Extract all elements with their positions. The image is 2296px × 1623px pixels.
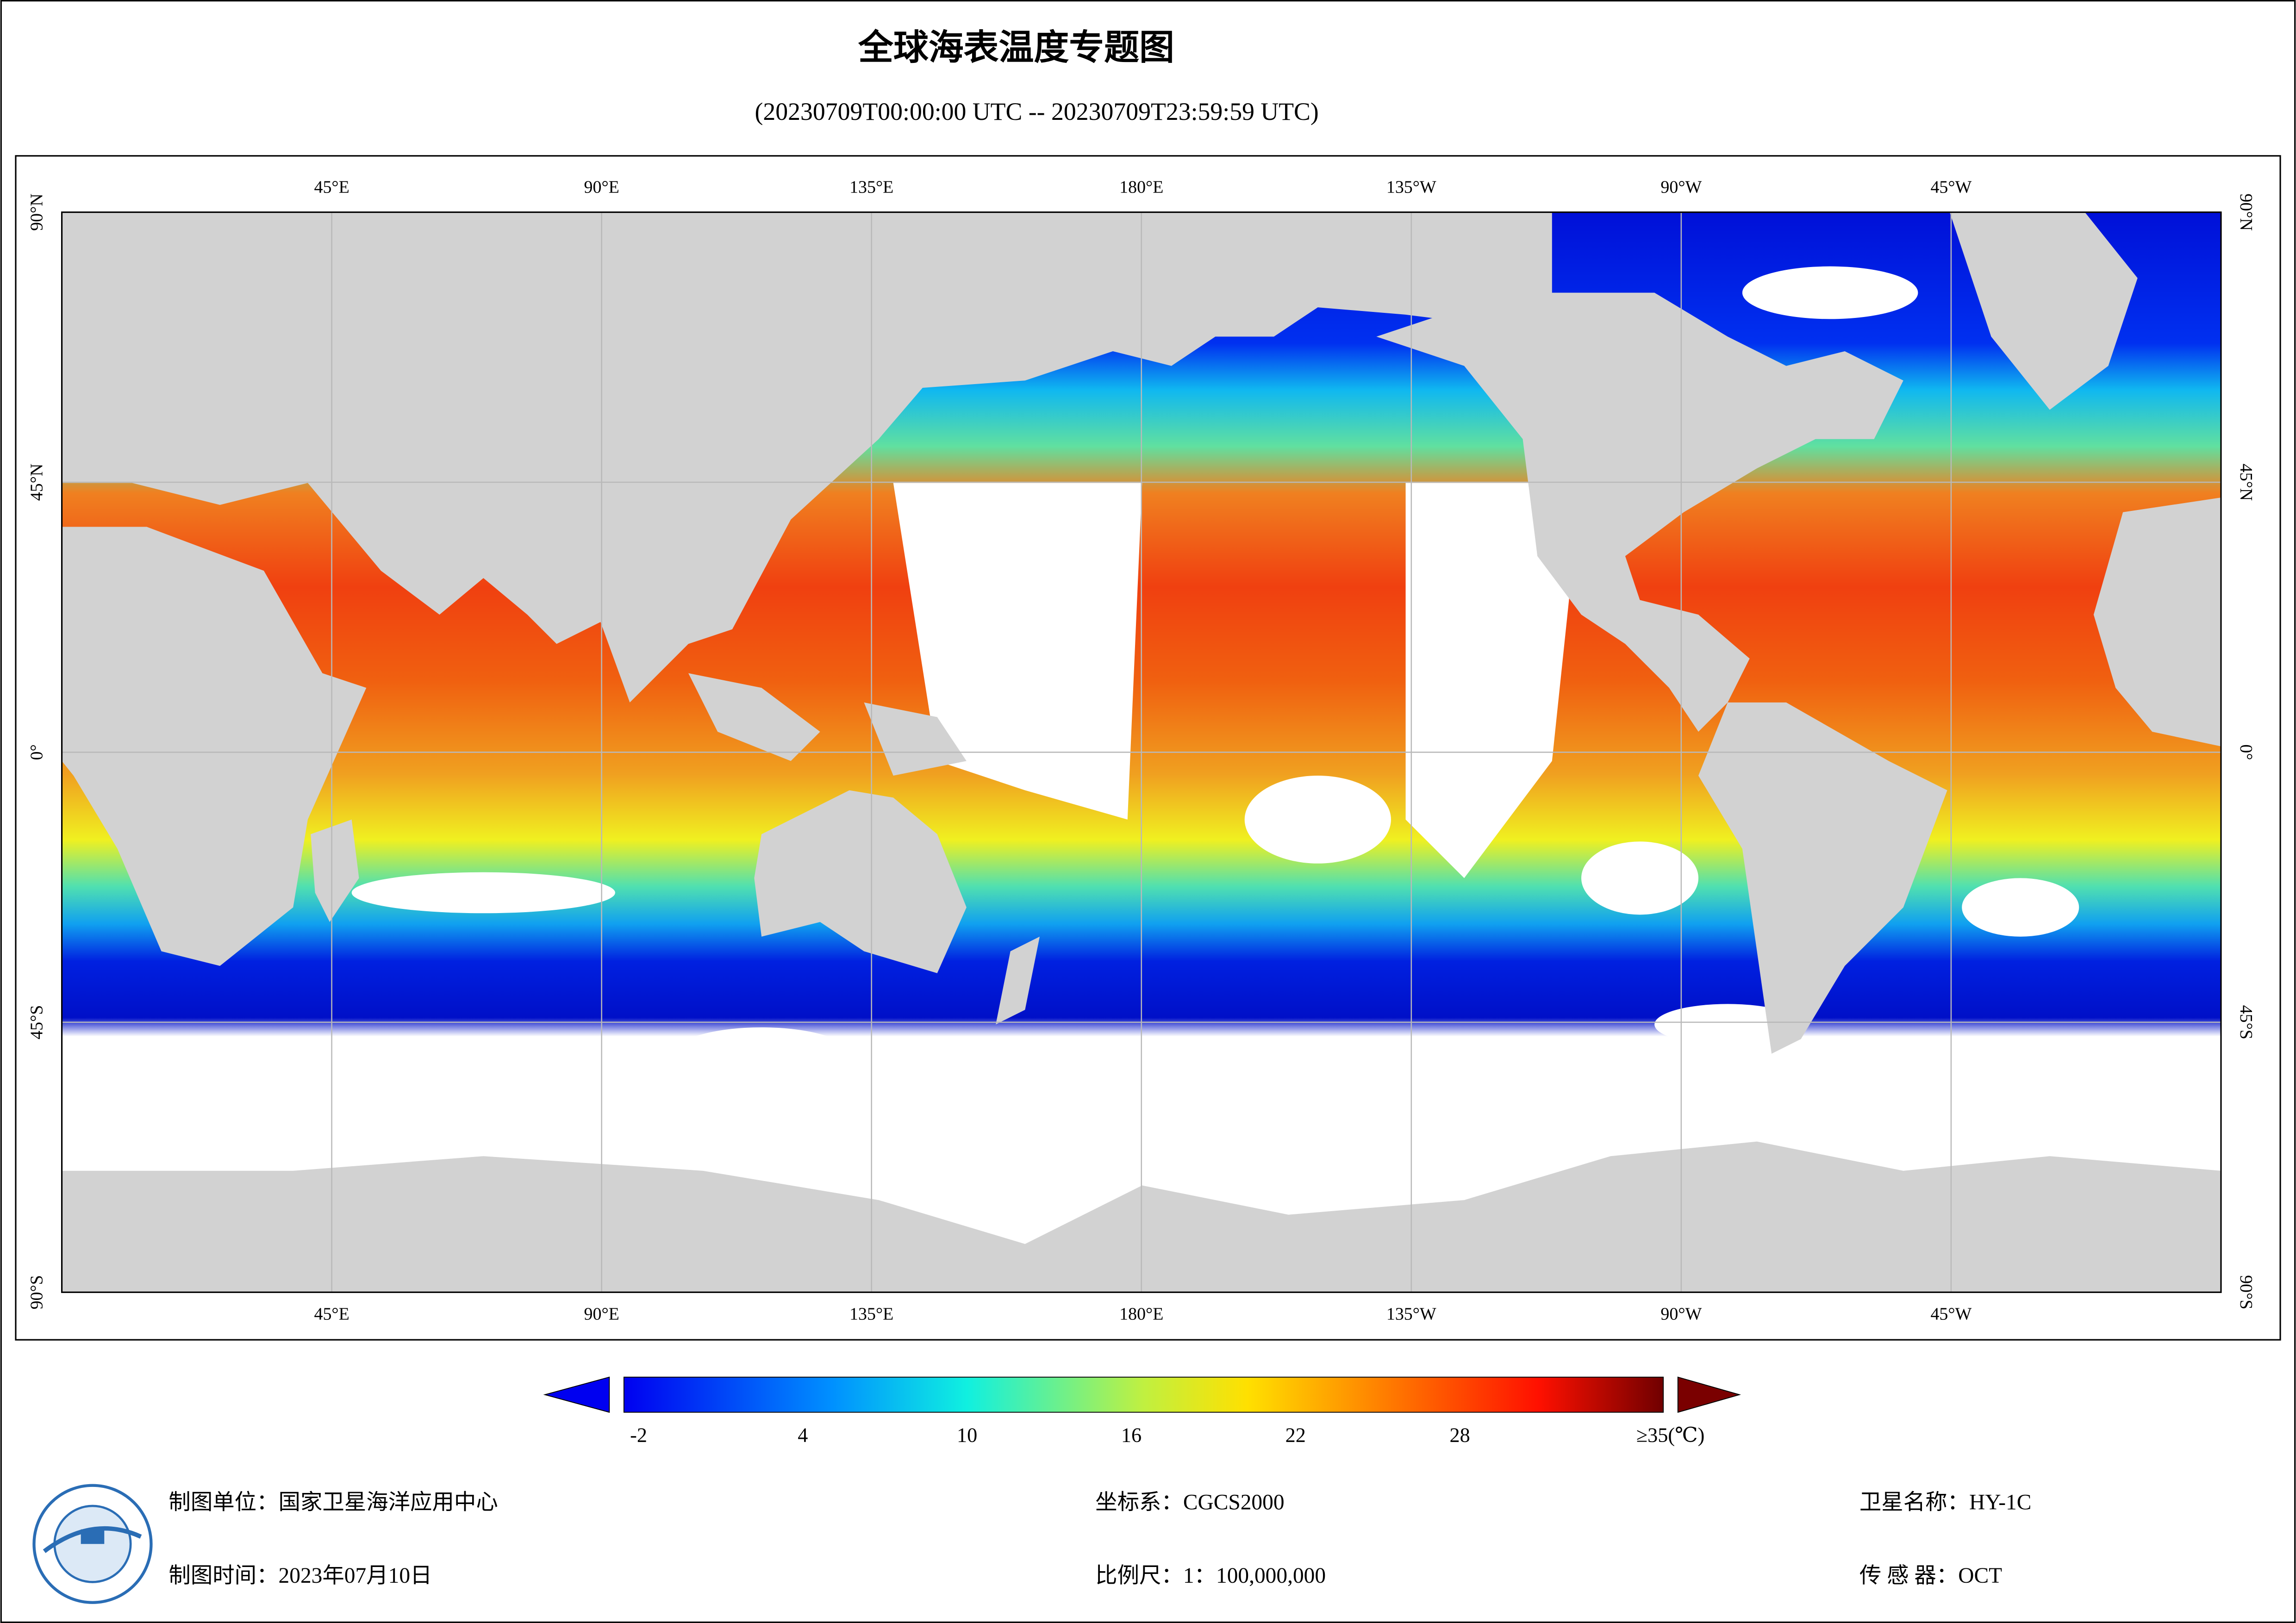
colorbar-ticks: -2 4 10 16 22 28 ≥35(℃) [630, 1424, 1704, 1447]
logo [32, 1484, 153, 1604]
map-labels: 45°E 45°E 90°E 90°E 135°E 135°E 180°E 180°E 135°… [27, 178, 2256, 1324]
lon-label-bottom: 135°E [849, 1305, 893, 1324]
lat-label-left: 90°S [27, 1275, 47, 1309]
footer-date: 制图时间：2023年07月10日 [168, 1564, 432, 1588]
colorbar-tick-label: 16 [1121, 1424, 1142, 1447]
title: 全球海表温度专题图 [858, 27, 1174, 68]
lat-label-left: 0° [27, 744, 47, 760]
footer-scale: 比例尺：1：100,000,000 [1095, 1564, 1326, 1588]
colorbar-tick-label: -2 [630, 1424, 647, 1447]
lon-label-bottom: 180°E [1119, 1305, 1163, 1324]
lat-label-left: 45°S [27, 1005, 47, 1039]
colorbar-tick-label: 4 [798, 1424, 808, 1447]
colorbar-under-arrow [543, 1376, 610, 1413]
map-neatline [61, 211, 2222, 1293]
lat-label-right: 90°S [2236, 1275, 2256, 1309]
map-body [62, 212, 2221, 1293]
lon-label-bottom: 90°W [1660, 1305, 1702, 1324]
lon-label-top: 135°E [849, 178, 893, 197]
graticule [62, 212, 2221, 1293]
lon-label-top: 90°E [584, 178, 619, 197]
colorbar-tick-label: ≥35(℃) [1636, 1424, 1705, 1447]
lon-label-top: 135°W [1386, 178, 1436, 197]
footer-crs: 坐标系：CGCS2000 [1095, 1491, 1284, 1515]
colorbar [623, 1376, 1664, 1413]
colorbar-tick-label: 10 [957, 1424, 977, 1447]
lat-label-left: 45°N [27, 464, 47, 501]
lon-label-bottom: 90°E [584, 1305, 619, 1324]
lon-label-bottom: 135°W [1386, 1305, 1436, 1324]
subtitle: (20230709T00:00:00 UTC -- 20230709T23:59… [755, 98, 1319, 125]
colorbar-tick-label: 28 [1449, 1424, 1470, 1447]
lat-label-right: 45°S [2236, 1005, 2256, 1039]
lat-label-right: 90°N [2236, 193, 2256, 231]
lat-label-right: 0° [2236, 744, 2256, 760]
land [62, 212, 2221, 1293]
lon-label-top: 45°E [314, 178, 349, 197]
footer-satellite: 卫星名称：HY-1C [1859, 1491, 2031, 1515]
lat-label-right: 45°N [2236, 464, 2256, 501]
footer-unit: 制图单位：国家卫星海洋应用中心 [168, 1491, 498, 1515]
map-frame [15, 155, 2281, 1341]
colorbar-tick-label: 22 [1285, 1424, 1306, 1447]
lon-label-top: 180°E [1119, 178, 1163, 197]
lat-label-left: 90°N [27, 193, 47, 231]
lon-label-bottom: 45°W [1930, 1305, 1972, 1324]
footer-sensor: 传 感 器：OCT [1859, 1564, 2002, 1588]
colorbar-over-arrow [1677, 1376, 1741, 1413]
lon-label-top: 45°W [1930, 178, 1972, 197]
cloud-gaps [351, 217, 2079, 1080]
lon-label-top: 90°W [1660, 178, 1702, 197]
lon-label-bottom: 45°E [314, 1305, 349, 1324]
